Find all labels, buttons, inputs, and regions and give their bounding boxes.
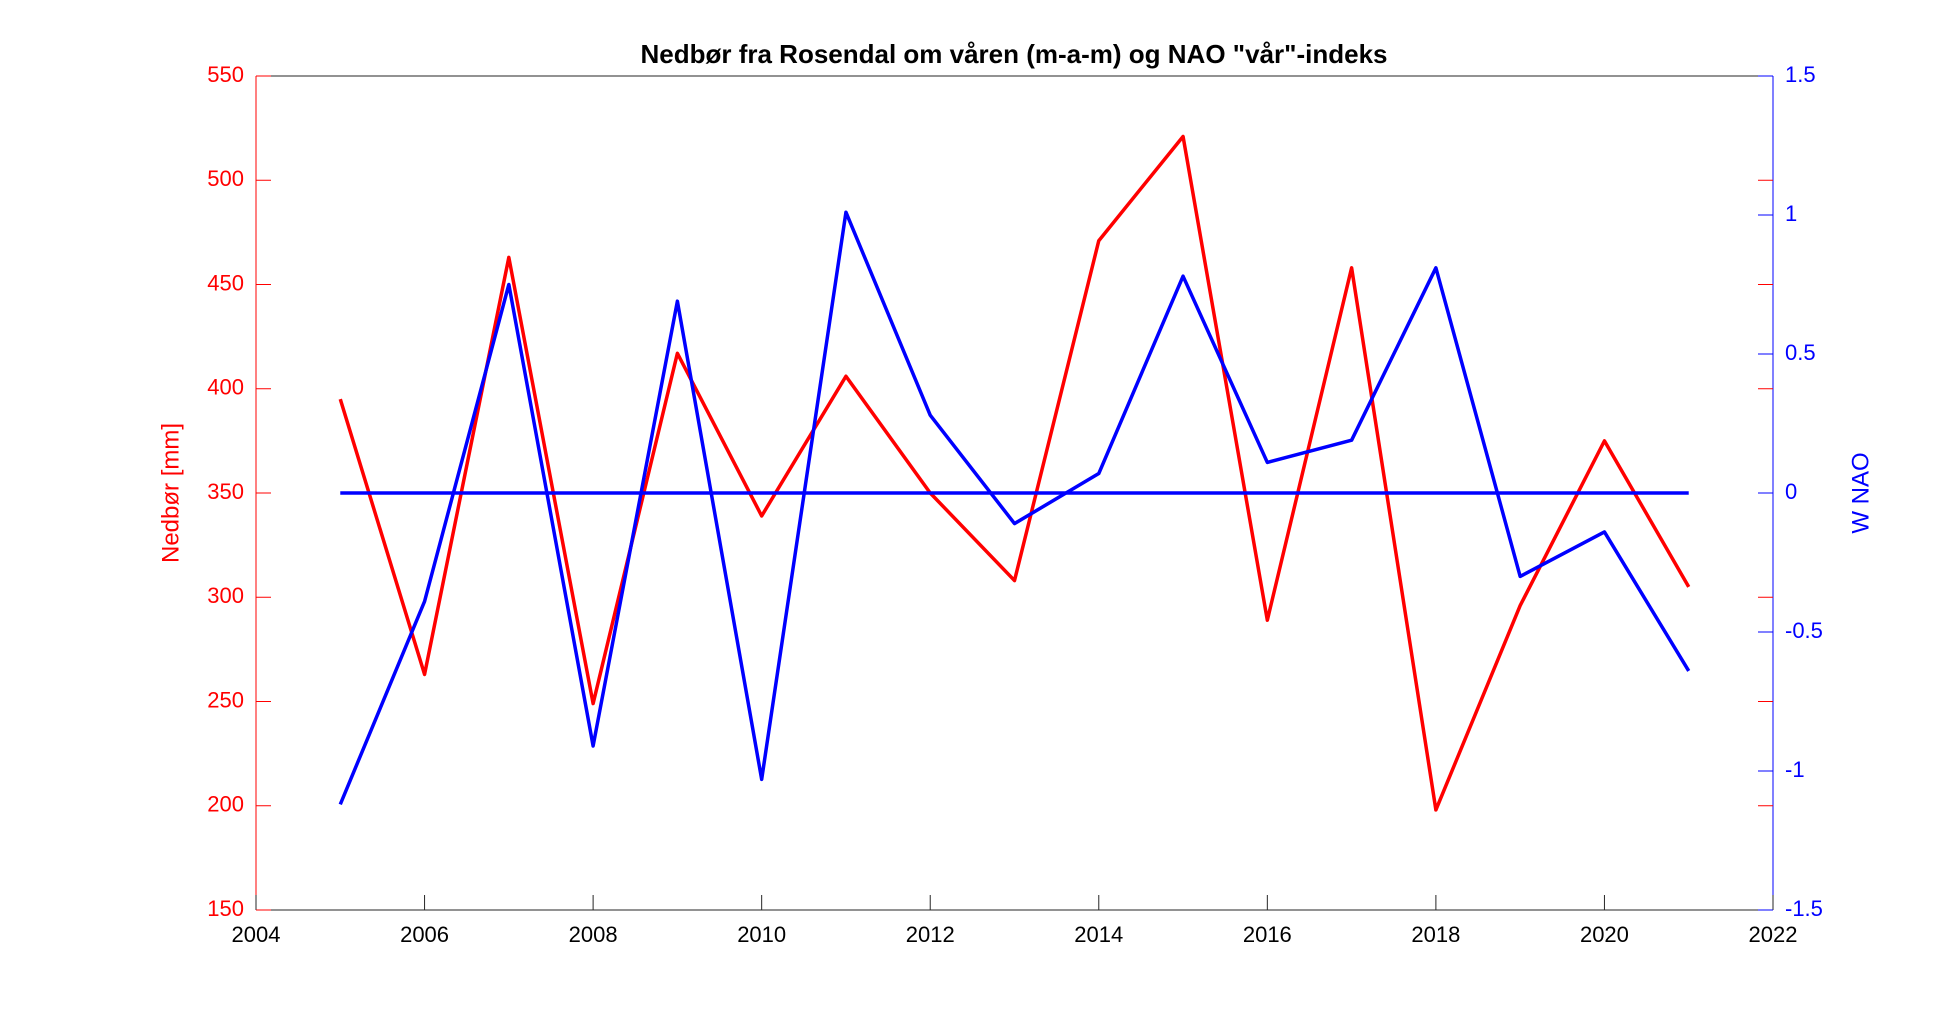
- x-tick-label: 2022: [1749, 922, 1798, 947]
- y2-tick-label: 0.5: [1785, 340, 1816, 365]
- y-tick-label: 250: [207, 687, 244, 712]
- x-tick-label: 2006: [400, 922, 449, 947]
- x-tick-label: 2018: [1411, 922, 1460, 947]
- x-tick-label: 2016: [1243, 922, 1292, 947]
- y2-tick-label: 0: [1785, 479, 1797, 504]
- y-axis-label: Nedbør [mm]: [157, 423, 184, 563]
- chart-title: Nedbør fra Rosendal om våren (m-a-m) og …: [640, 39, 1387, 69]
- y2-tick-label: -1.5: [1785, 896, 1823, 921]
- y2-axis-label: W NAO: [1847, 452, 1874, 533]
- data-line: [338, 210, 1691, 806]
- y-tick-label: 400: [207, 375, 244, 400]
- y-tick-label: 150: [207, 896, 244, 921]
- y-tick-label: 300: [207, 583, 244, 608]
- y2-tick-label: -0.5: [1785, 618, 1823, 643]
- x-tick-label: 2004: [232, 922, 281, 947]
- y-tick-label: 450: [207, 270, 244, 295]
- x-tick-label: 2012: [906, 922, 955, 947]
- y-tick-label: 550: [207, 62, 244, 87]
- x-tick-label: 2008: [569, 922, 618, 947]
- y-tick-label: 350: [207, 479, 244, 504]
- y-tick-label: 500: [207, 166, 244, 191]
- y2-tick-label: 1.5: [1785, 62, 1816, 87]
- y2-tick-label: -1: [1785, 757, 1805, 782]
- y2-tick-label: 1: [1785, 201, 1797, 226]
- x-tick-label: 2014: [1074, 922, 1123, 947]
- y-tick-label: 200: [207, 792, 244, 817]
- x-tick-label: 2010: [737, 922, 786, 947]
- data-line: [338, 134, 1691, 812]
- x-tick-label: 2020: [1580, 922, 1629, 947]
